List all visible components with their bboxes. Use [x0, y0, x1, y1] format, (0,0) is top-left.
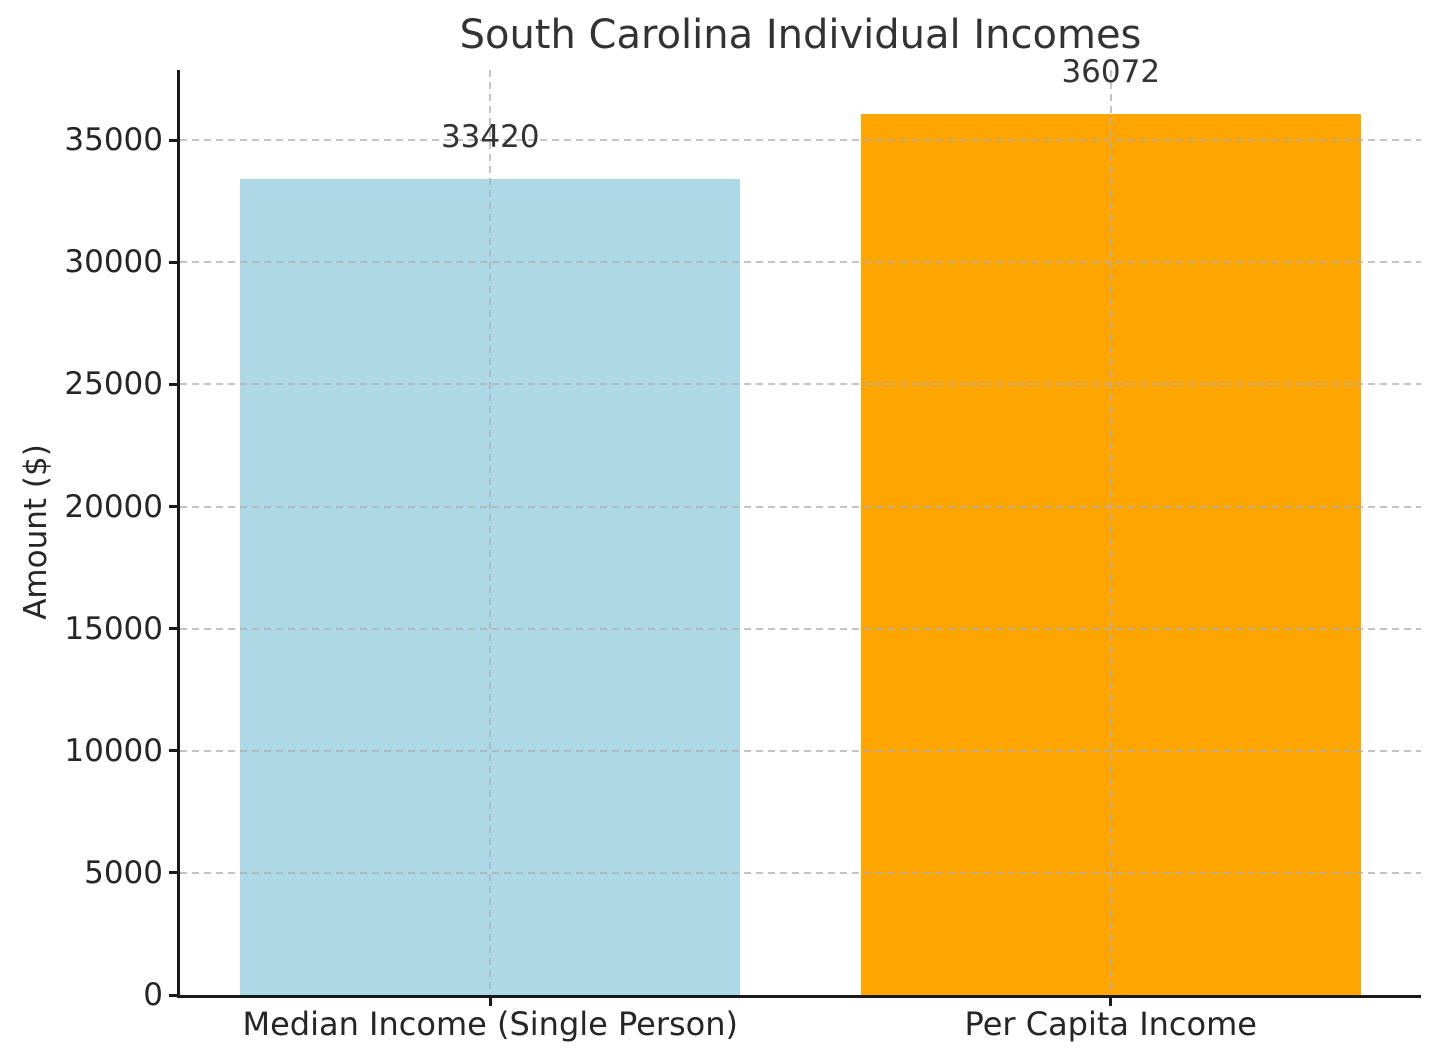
- y-tick-label-25000: 25000: [64, 366, 163, 403]
- y-tick-label-15000: 15000: [64, 610, 163, 647]
- h-gridline-25000: [180, 383, 1421, 386]
- y-tick-mark-5000: [169, 871, 177, 875]
- y-tick-mark-10000: [169, 749, 177, 753]
- y-tick-label-20000: 20000: [64, 488, 163, 525]
- x-tick-mark-1: [488, 998, 492, 1006]
- y-tick-label-10000: 10000: [64, 732, 163, 769]
- y-tick-mark-35000: [169, 138, 177, 142]
- h-gridline-10000: [180, 749, 1421, 752]
- h-gridline-35000: [180, 139, 1421, 142]
- chart-title: South Carolina Individual Incomes: [459, 12, 1142, 58]
- y-tick-mark-25000: [169, 382, 177, 386]
- h-gridline-15000: [180, 627, 1421, 630]
- y-axis-label-text: Amount ($): [18, 444, 54, 620]
- v-gridline-1: [489, 70, 492, 995]
- y-axis-spine: [177, 70, 180, 998]
- h-gridline-20000: [180, 505, 1421, 508]
- x-tick-label-2: Per Capita Income: [964, 1005, 1257, 1043]
- y-tick-mark-30000: [169, 260, 177, 264]
- h-gridline-30000: [180, 261, 1421, 264]
- bar-value-label-2: 36072: [1061, 54, 1161, 91]
- y-tick-label-5000: 5000: [84, 854, 163, 891]
- y-tick-label-35000: 35000: [64, 122, 163, 159]
- x-axis-spine: [177, 995, 1421, 998]
- plot-area: 0 5000 10000 15000 20000 25000 30000 35000 Media…: [64, 54, 1421, 1043]
- h-gridline-5000: [180, 871, 1421, 874]
- y-tick-mark-0: [169, 993, 177, 997]
- x-tick-mark-2: [1109, 998, 1113, 1006]
- x-tick-label-1: Median Income (Single Person): [242, 1005, 739, 1043]
- v-gridline-2: [1109, 70, 1112, 995]
- y-tick-label-0: 0: [143, 977, 163, 1013]
- y-tick-mark-20000: [169, 505, 177, 509]
- y-tick-mark-15000: [169, 627, 177, 631]
- y-tick-label-30000: 30000: [64, 244, 163, 281]
- bar-value-label-1: 33420: [440, 118, 540, 155]
